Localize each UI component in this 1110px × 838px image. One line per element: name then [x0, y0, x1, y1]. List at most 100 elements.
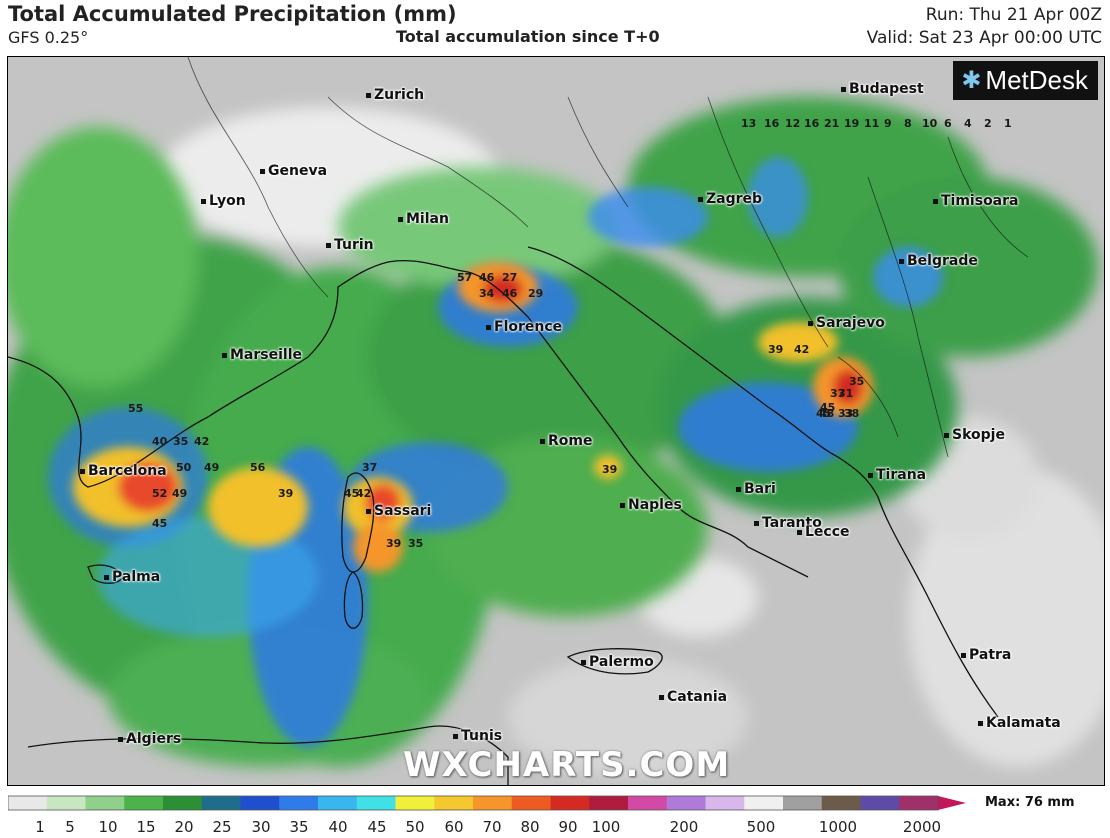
city-marker-icon — [326, 242, 331, 248]
city-marker-icon — [486, 324, 491, 330]
precip-value: 39 — [386, 537, 402, 550]
legend-tick: 1000 — [818, 818, 858, 836]
legend-swatch — [318, 796, 358, 810]
city-marker-icon — [797, 529, 802, 535]
city-marker-icon — [366, 508, 371, 514]
legend-tick: 500 — [746, 818, 776, 836]
legend-swatch — [589, 796, 629, 810]
precip-value: 6 — [944, 117, 952, 130]
city-marker-icon — [581, 659, 586, 665]
city-name: Algiers — [126, 731, 182, 747]
legend-tick: 90 — [558, 818, 578, 836]
legend-swatch — [279, 796, 319, 810]
city-label: Barcelona — [80, 463, 167, 479]
city-name: Patra — [969, 647, 1012, 663]
precip-value: 46 — [479, 271, 495, 284]
city-marker-icon — [736, 486, 741, 492]
city-marker-icon — [80, 468, 85, 474]
legend-swatch — [899, 796, 939, 810]
precip-value: 49 — [172, 487, 188, 500]
map-canvas — [8, 57, 1104, 785]
city-name: Barcelona — [88, 463, 167, 479]
precip-value: 45 — [344, 487, 360, 500]
city-label: Zagreb — [698, 191, 762, 207]
city-name: Timisoara — [941, 193, 1019, 209]
precip-value: 35 — [408, 537, 424, 550]
valid-time: Valid: Sat 23 Apr 00:00 UTC — [866, 28, 1102, 48]
city-marker-icon — [899, 258, 904, 264]
city-name: Milan — [406, 211, 449, 227]
legend-tick: 70 — [482, 818, 502, 836]
city-marker-icon — [398, 216, 403, 222]
precip-value: 29 — [528, 287, 544, 300]
city-name: Taranto — [762, 515, 822, 531]
city-name: Budapest — [849, 81, 924, 97]
precip-value: 16 — [764, 117, 780, 130]
legend-swatch — [705, 796, 745, 810]
city-label: Algiers — [118, 731, 181, 747]
legend-swatch — [85, 796, 125, 810]
precip-value: 35 — [173, 435, 189, 448]
city-marker-icon — [868, 472, 873, 478]
precip-value: 52 — [152, 487, 168, 500]
legend-swatch — [8, 796, 48, 810]
city-marker-icon — [118, 736, 123, 742]
legend-swatch — [473, 796, 513, 810]
legend-swatch — [46, 796, 86, 810]
city-marker-icon — [222, 352, 227, 358]
legend-tick: 5 — [65, 818, 75, 836]
city-name: Zagreb — [706, 191, 763, 207]
legend-swatch — [240, 796, 280, 810]
country-borders — [187, 57, 1029, 458]
legend-swatch — [163, 796, 203, 810]
sun-icon: ✱ — [961, 67, 982, 94]
page-title: Total Accumulated Precipitation (mm) — [8, 2, 457, 26]
city-marker-icon — [453, 733, 458, 739]
legend-tick: 100 — [591, 818, 621, 836]
legend-swatch — [201, 796, 241, 810]
watermark: WXCHARTS.COM — [403, 745, 731, 785]
logo-text: MetDesk — [985, 65, 1088, 95]
city-name: Naples — [628, 497, 682, 513]
city-label: Geneva — [260, 163, 327, 179]
precip-value: 16 — [804, 117, 820, 130]
legend-max: Max: 76 mm — [985, 795, 1075, 810]
precip-value: 1 — [1004, 117, 1012, 130]
city-marker-icon — [808, 320, 813, 326]
precip-value: 42 — [194, 435, 210, 448]
legend-swatch — [783, 796, 823, 810]
precip-value: 33 — [838, 407, 854, 420]
city-label: Taranto — [754, 515, 822, 531]
city-label: Belgrade — [899, 253, 978, 269]
precip-value: 35 — [849, 375, 865, 388]
precip-value: 55 — [128, 402, 144, 415]
city-name: Belgrade — [907, 253, 978, 269]
city-marker-icon — [659, 694, 664, 700]
city-name: Tunis — [461, 728, 503, 744]
city-label: Naples — [620, 497, 682, 513]
precip-value: 10 — [922, 117, 938, 130]
legend-tick: 1 — [35, 818, 45, 836]
city-label: Rome — [540, 433, 592, 449]
city-label: Lyon — [201, 193, 246, 209]
city-name: Marseille — [230, 347, 303, 363]
legend-swatch — [666, 796, 706, 810]
metdesk-logo: ✱ MetDesk — [953, 61, 1098, 100]
city-marker-icon — [260, 168, 265, 174]
city-marker-icon — [933, 198, 938, 204]
city-label: Palma — [104, 569, 160, 585]
color-scale-bar — [8, 795, 966, 811]
precip-value: 38 — [844, 407, 860, 420]
city-marker-icon — [201, 198, 206, 204]
legend-tick: 10 — [98, 818, 118, 836]
legend-tick: 15 — [136, 818, 156, 836]
legend-tick: 35 — [289, 818, 309, 836]
precip-value: 21 — [824, 117, 840, 130]
legend-swatch — [434, 796, 474, 810]
city-label: Lecce — [797, 524, 850, 540]
city-label: Bari — [736, 481, 776, 497]
precip-value: 2 — [984, 117, 992, 130]
precipitation-map[interactable]: Zurich Geneva Lyon Milan Turin Marseille Flore… — [7, 56, 1105, 786]
city-marker-icon — [944, 432, 949, 438]
city-label: Marseille — [222, 347, 302, 363]
